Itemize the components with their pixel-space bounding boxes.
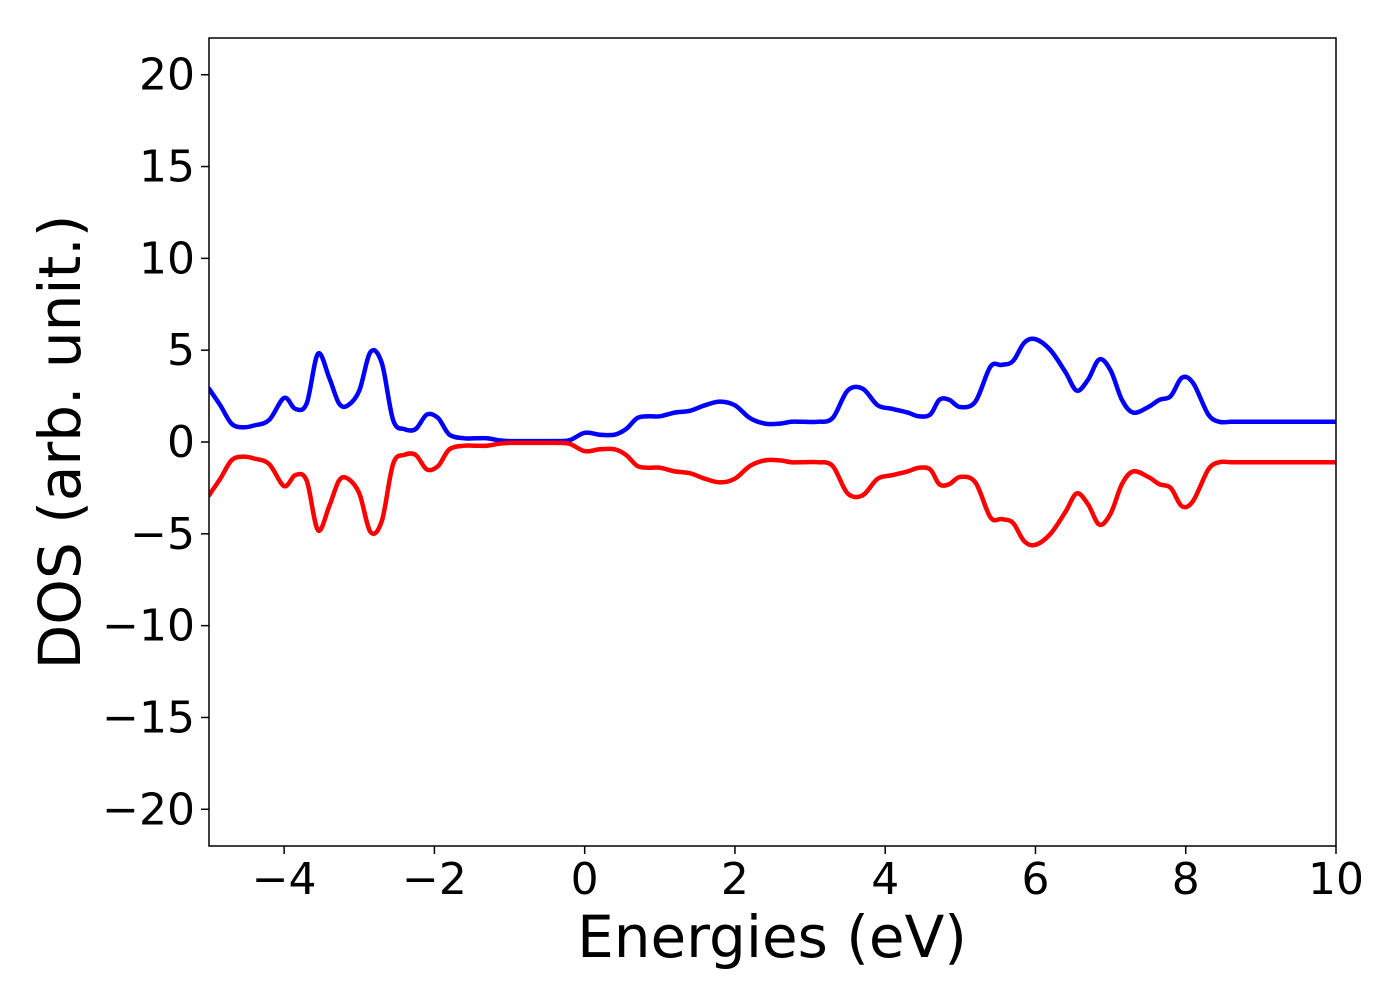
x-axis-ticks: −4 −2 0 2 4 6 8 10 bbox=[252, 846, 1364, 905]
y-tick-label: −10 bbox=[102, 601, 195, 652]
x-tick-label: −2 bbox=[402, 854, 467, 905]
y-tick-label: −15 bbox=[102, 692, 195, 743]
x-tick-label: 6 bbox=[1021, 854, 1049, 905]
y-tick-label: 15 bbox=[139, 142, 195, 193]
y-tick-label: 20 bbox=[139, 50, 195, 101]
series-layer bbox=[209, 336, 1336, 548]
x-tick-label: 4 bbox=[871, 854, 899, 905]
x-tick-label: 2 bbox=[721, 854, 749, 905]
plot-frame bbox=[208, 37, 1337, 847]
y-tick-label: 5 bbox=[167, 325, 195, 376]
x-tick-label: 10 bbox=[1308, 854, 1364, 905]
spin-up-dos-line bbox=[209, 336, 1336, 444]
y-tick-label: −20 bbox=[102, 784, 195, 835]
y-tick-label: 10 bbox=[139, 233, 195, 284]
x-axis-label: Energies (eV) bbox=[577, 903, 967, 971]
x-tick-label: 8 bbox=[1172, 854, 1200, 905]
y-tick-label: 0 bbox=[167, 417, 195, 468]
y-axis-ticks: −20 −15 −10 −5 0 5 10 15 20 bbox=[102, 50, 209, 835]
y-tick-label: −5 bbox=[130, 509, 195, 560]
x-tick-label: −4 bbox=[252, 854, 317, 905]
y-axis-label: DOS (arb. unit.) bbox=[26, 215, 94, 670]
x-tick-label: 0 bbox=[571, 854, 599, 905]
spin-down-dos-line bbox=[209, 440, 1336, 548]
